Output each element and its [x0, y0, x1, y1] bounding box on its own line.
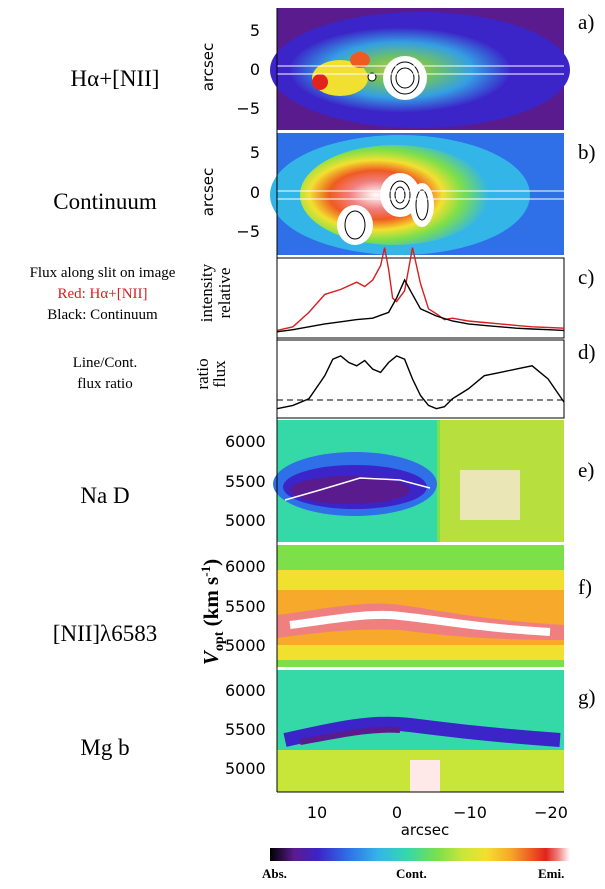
tick-a-0: 0 [249, 60, 260, 79]
tick-x-0: 0 [391, 803, 403, 822]
colorbar-cont: Cont. [396, 866, 427, 881]
tick-a-m5: −5 [236, 99, 260, 118]
label-flux-black: Black: Continuum [47, 307, 158, 323]
x-axis-label: arcsec [400, 821, 450, 839]
panel-tag-b: b) [578, 140, 596, 164]
colorbar-abs: Abs. [262, 866, 287, 881]
tick-b-5: 5 [249, 143, 260, 162]
label-ratio-1: Line/Cont. [72, 355, 138, 371]
panel-d-frame [276, 339, 565, 419]
tick-x-m10: −10 [453, 803, 487, 822]
tick-a-5: 5 [249, 21, 260, 40]
tick-x-10: 10 [306, 803, 328, 822]
panel-tag-g: g) [578, 685, 596, 709]
chartC-series-1 [276, 278, 565, 333]
tick-e-6000: 6000 [225, 432, 266, 451]
chartD-series-0 [276, 355, 565, 410]
panel-a-image [270, 8, 570, 130]
tick-b-0: 0 [249, 183, 260, 202]
tick-g-5500: 5500 [225, 720, 266, 739]
panel-tag-d: d) [578, 340, 596, 364]
panel-e-velocity [273, 420, 564, 542]
chartC-series-0 [276, 247, 565, 332]
label-ratio-2: flux ratio [77, 376, 133, 392]
tick-e-5000: 5000 [225, 511, 266, 530]
panel-g-velocity [277, 670, 564, 792]
label-mgb: Mg b [80, 735, 130, 760]
tick-e-5500: 5500 [225, 472, 266, 491]
panel-b-image [270, 133, 564, 255]
label-continuum: Continuum [53, 189, 157, 214]
colorbar [270, 848, 570, 861]
tick-b-m5: −5 [236, 222, 260, 241]
tick-x-m20: −20 [534, 803, 568, 822]
tick-f-5000: 5000 [225, 636, 266, 655]
panel-tag-c: c) [578, 265, 595, 289]
panel-c-frame [276, 257, 565, 339]
panel-tag-e: e) [578, 458, 595, 482]
label-halpha: Hα+[NII] [70, 66, 160, 91]
label-flux-slit: Flux along slit on image [29, 265, 176, 281]
label-nii6583: [NII]λ6583 [52, 621, 158, 646]
panel-tag-f: f) [578, 575, 592, 599]
tick-f-5500: 5500 [225, 597, 266, 616]
panel-f-velocity [277, 545, 564, 667]
colorbar-emi: Emi. [538, 866, 565, 881]
tick-g-6000: 6000 [225, 681, 266, 700]
label-nad: Na D [80, 483, 130, 508]
label-flux-red: Red: Hα+[NII] [57, 286, 148, 302]
panel-tag-a: a) [578, 10, 595, 34]
tick-g-5000: 5000 [225, 759, 266, 778]
tick-f-6000: 6000 [225, 557, 266, 576]
